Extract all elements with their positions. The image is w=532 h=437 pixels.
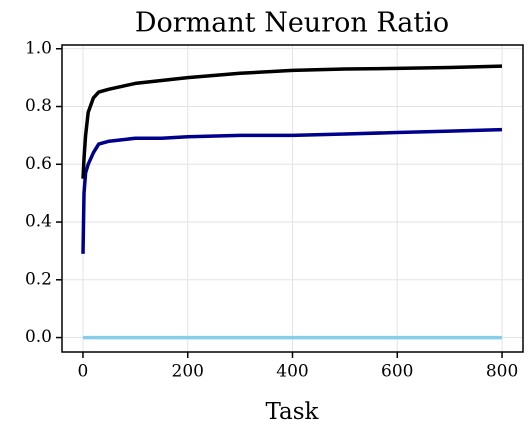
y-tick-label: 0.4 <box>25 212 52 232</box>
series-line <box>81 127 503 254</box>
y-tick-label: 0.2 <box>25 269 52 289</box>
y-tick-label: 0.8 <box>25 96 52 116</box>
chart-title: Dormant Neuron Ratio <box>135 8 449 39</box>
y-tick-label: 1.0 <box>25 38 52 58</box>
y-tick-label: 0.0 <box>25 327 52 347</box>
x-tick-label: 800 <box>486 362 518 382</box>
x-axis-label: Task <box>265 399 319 425</box>
plot-frame <box>61 44 524 353</box>
y-tick-label: 0.6 <box>25 154 52 174</box>
x-tick-label: 400 <box>276 362 308 382</box>
x-tick-label: 600 <box>381 362 413 382</box>
x-tick-label: 200 <box>172 362 204 382</box>
series-line <box>81 64 503 179</box>
x-tick-label: 0 <box>78 362 89 382</box>
